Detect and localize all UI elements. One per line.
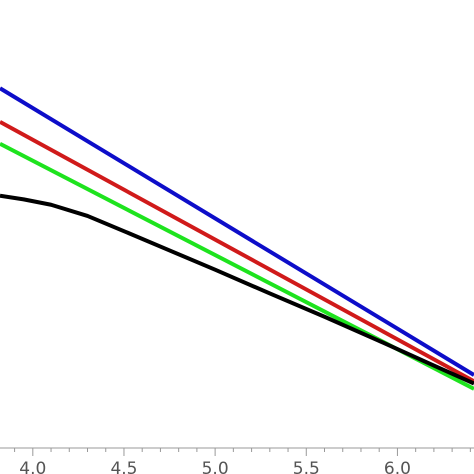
series-line-black (0, 193, 474, 386)
series-line-blue (0, 86, 474, 377)
x-tick-label: 4.5 (110, 459, 137, 474)
x-tick-label: 5.0 (202, 459, 229, 474)
x-tick-label: 4.0 (19, 459, 46, 474)
x-tick-label: 5.5 (293, 459, 320, 474)
x-axis: 4.0 4.5 5.0 5.5 6.0 (0, 447, 474, 474)
series-line-red (0, 120, 474, 384)
series-layer (0, 86, 474, 391)
x-tick-label: 6.0 (384, 459, 411, 474)
